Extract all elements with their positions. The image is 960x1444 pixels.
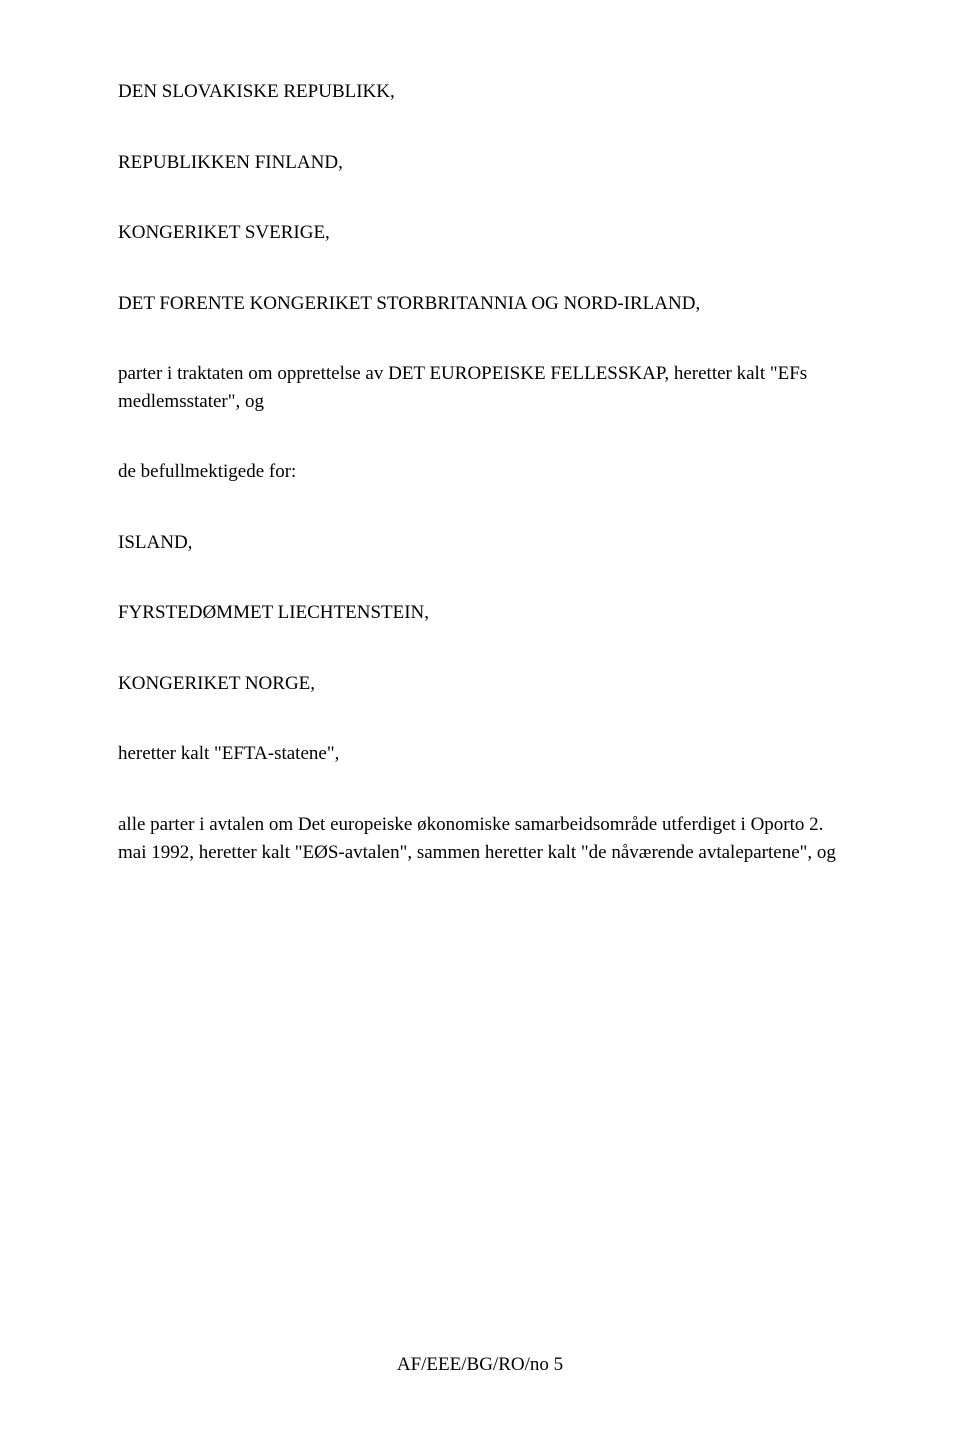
paragraph: REPUBLIKKEN FINLAND, xyxy=(118,149,842,177)
paragraph: alle parter i avtalen om Det europeiske … xyxy=(118,811,842,866)
paragraph: KONGERIKET NORGE, xyxy=(118,670,842,698)
page-footer: AF/EEE/BG/RO/no 5 xyxy=(0,1354,960,1376)
paragraph: heretter kalt "EFTA-statene", xyxy=(118,740,842,768)
paragraph: de befullmektigede for: xyxy=(118,458,842,486)
paragraph: KONGERIKET SVERIGE, xyxy=(118,219,842,247)
paragraph: parter i traktaten om opprettelse av DET… xyxy=(118,360,842,415)
paragraph: FYRSTEDØMMET LIECHTENSTEIN, xyxy=(118,599,842,627)
paragraph: ISLAND, xyxy=(118,529,842,557)
paragraph: DEN SLOVAKISKE REPUBLIKK, xyxy=(118,78,842,106)
paragraph: DET FORENTE KONGERIKET STORBRITANNIA OG … xyxy=(118,290,842,318)
document-page: DEN SLOVAKISKE REPUBLIKK, REPUBLIKKEN FI… xyxy=(0,0,960,1444)
